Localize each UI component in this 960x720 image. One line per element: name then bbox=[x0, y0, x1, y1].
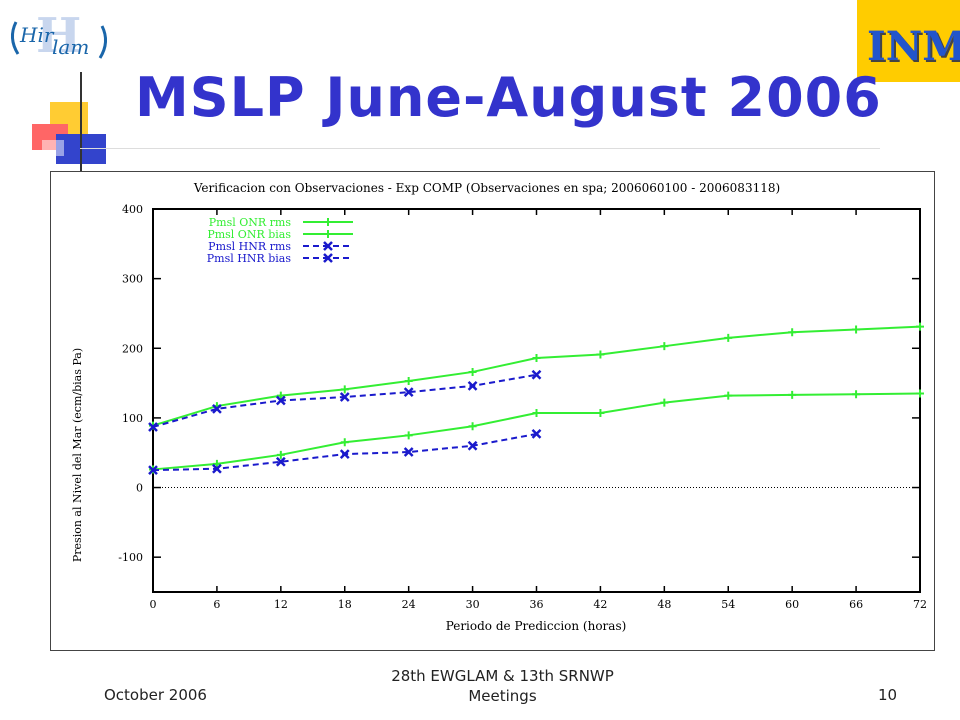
x-tick-label: 42 bbox=[593, 598, 607, 611]
footer-date: October 2006 bbox=[104, 686, 207, 704]
x-axis-label: Periodo de Prediccion (horas) bbox=[446, 619, 627, 633]
chart-frame: Verificacion con Observaciones - Exp COM… bbox=[50, 171, 935, 651]
data-point bbox=[531, 369, 542, 380]
plot-area bbox=[152, 208, 921, 593]
x-tick-label: 18 bbox=[338, 598, 352, 611]
title-horizontal-rule bbox=[80, 148, 880, 149]
y-tick-label: 0 bbox=[136, 482, 143, 495]
data-point bbox=[468, 367, 477, 376]
x-tick-label: 66 bbox=[849, 598, 863, 611]
data-point bbox=[467, 380, 478, 391]
data-point bbox=[148, 465, 158, 476]
data-point bbox=[212, 403, 222, 414]
x-tick-label: 72 bbox=[913, 598, 927, 611]
legend-label: Pmsl ONR bias bbox=[207, 228, 291, 241]
svg-text:INM: INM bbox=[869, 25, 960, 72]
data-point bbox=[403, 447, 414, 457]
data-point bbox=[148, 422, 158, 432]
data-point bbox=[660, 342, 669, 351]
data-point bbox=[339, 392, 350, 402]
x-tick-label: 6 bbox=[213, 598, 220, 611]
data-point bbox=[916, 322, 924, 331]
legend-marker bbox=[324, 230, 332, 238]
x-tick-label: 54 bbox=[721, 598, 735, 611]
data-point bbox=[724, 333, 733, 342]
inm-logo: INM INM bbox=[857, 0, 960, 82]
decorative-squares bbox=[32, 102, 106, 164]
data-point bbox=[531, 429, 542, 439]
y-tick-label: 200 bbox=[122, 342, 143, 355]
data-point bbox=[788, 328, 797, 337]
data-point bbox=[596, 350, 605, 359]
svg-text:lam: lam bbox=[52, 35, 89, 59]
x-tick-label: 48 bbox=[657, 598, 671, 611]
footer-event: 28th EWGLAM & 13th SRNWP Meetings bbox=[391, 667, 614, 705]
svg-text:INM: INM bbox=[867, 23, 960, 70]
data-point bbox=[403, 387, 414, 398]
data-point bbox=[212, 463, 222, 474]
data-point bbox=[467, 440, 478, 451]
series-line-2 bbox=[152, 373, 537, 428]
x-tick-label: 30 bbox=[466, 598, 480, 611]
y-tick-label: 300 bbox=[122, 273, 143, 286]
x-tick-label: 12 bbox=[274, 598, 288, 611]
svg-text:H: H bbox=[36, 8, 81, 64]
data-point bbox=[276, 391, 285, 400]
chart-title: Verificacion con Observaciones - Exp COM… bbox=[193, 181, 780, 195]
legend-label: Pmsl HNR rms bbox=[208, 240, 291, 253]
data-point bbox=[404, 377, 413, 386]
legend-label: Pmsl HNR bias bbox=[207, 252, 292, 265]
data-point bbox=[276, 450, 285, 459]
data-point bbox=[212, 459, 221, 468]
data-point bbox=[660, 398, 669, 407]
legend-marker bbox=[323, 253, 333, 263]
data-point bbox=[339, 449, 350, 460]
x-tick-label: 60 bbox=[785, 598, 799, 611]
y-tick-label: -100 bbox=[118, 551, 143, 564]
mslp-verification-chart: Verificacion con Observaciones - Exp COM… bbox=[71, 181, 927, 633]
data-point bbox=[468, 422, 477, 431]
data-point bbox=[788, 390, 797, 399]
data-point bbox=[852, 390, 861, 399]
y-tick-label: 400 bbox=[122, 203, 143, 216]
title-vertical-rule bbox=[80, 72, 82, 172]
y-axis-label: Presion al Nivel del Mar (ecm/bias Pa) bbox=[71, 348, 84, 562]
x-tick-label: 24 bbox=[402, 598, 416, 611]
data-point bbox=[852, 325, 861, 334]
data-point bbox=[596, 409, 605, 418]
y-tick-label: 100 bbox=[122, 412, 143, 425]
data-point bbox=[275, 395, 286, 406]
hirlam-logo: H Hir lam bbox=[11, 8, 107, 64]
data-point bbox=[916, 389, 924, 398]
x-tick-label: 0 bbox=[150, 598, 157, 611]
legend-marker bbox=[323, 241, 333, 251]
legend-label: Pmsl ONR rms bbox=[209, 216, 292, 229]
page-number: 10 bbox=[878, 686, 898, 704]
data-point bbox=[340, 385, 349, 394]
x-tick-label: 36 bbox=[530, 598, 544, 611]
svg-text:Hir: Hir bbox=[19, 23, 55, 47]
data-point bbox=[532, 409, 541, 418]
slide-title: MSLP June-August 2006 bbox=[135, 66, 882, 129]
data-point bbox=[532, 354, 541, 363]
data-point bbox=[724, 391, 733, 400]
data-point bbox=[275, 456, 286, 467]
series-line-1 bbox=[152, 392, 921, 471]
data-point bbox=[340, 438, 349, 447]
data-point bbox=[404, 431, 413, 440]
legend-marker bbox=[324, 218, 332, 226]
